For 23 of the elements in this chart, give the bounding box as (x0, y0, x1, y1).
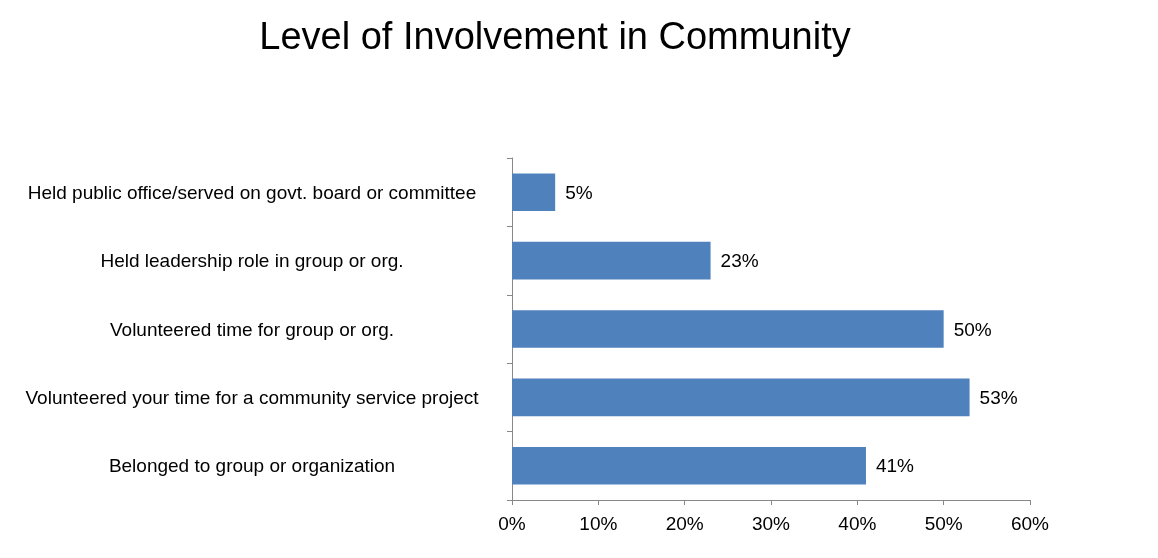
y-tick-label: Volunteered your time for a community service project (25, 386, 480, 408)
bar (512, 310, 944, 348)
x-tick-label: 0% (498, 513, 526, 534)
y-tick-label: Volunteered time for group or org. (109, 318, 395, 340)
x-tick-label: 20% (665, 513, 704, 534)
data-label: 5% (565, 181, 593, 203)
y-tick-label: Belonged to group or organization (108, 455, 396, 477)
data-label: 41% (875, 455, 915, 477)
bar (512, 173, 556, 212)
data-label: 23% (720, 250, 759, 272)
data-label: 50% (953, 318, 992, 340)
x-tick-label: 40% (838, 513, 877, 534)
bar (512, 446, 866, 485)
y-tick-label: Held leadership role in group or org. (100, 250, 404, 272)
x-tick-label: 30% (751, 513, 791, 534)
x-tick-label: 50% (924, 513, 963, 534)
data-label: 53% (979, 386, 1018, 408)
bar (512, 378, 970, 417)
x-tick-label: 10% (579, 513, 618, 534)
bar (512, 241, 711, 280)
chart-title: Level of Involvement in Community (259, 15, 851, 57)
y-tick-label: Held public office/served on govt. board or committee (27, 181, 477, 203)
x-tick-label: 60% (1010, 513, 1050, 534)
